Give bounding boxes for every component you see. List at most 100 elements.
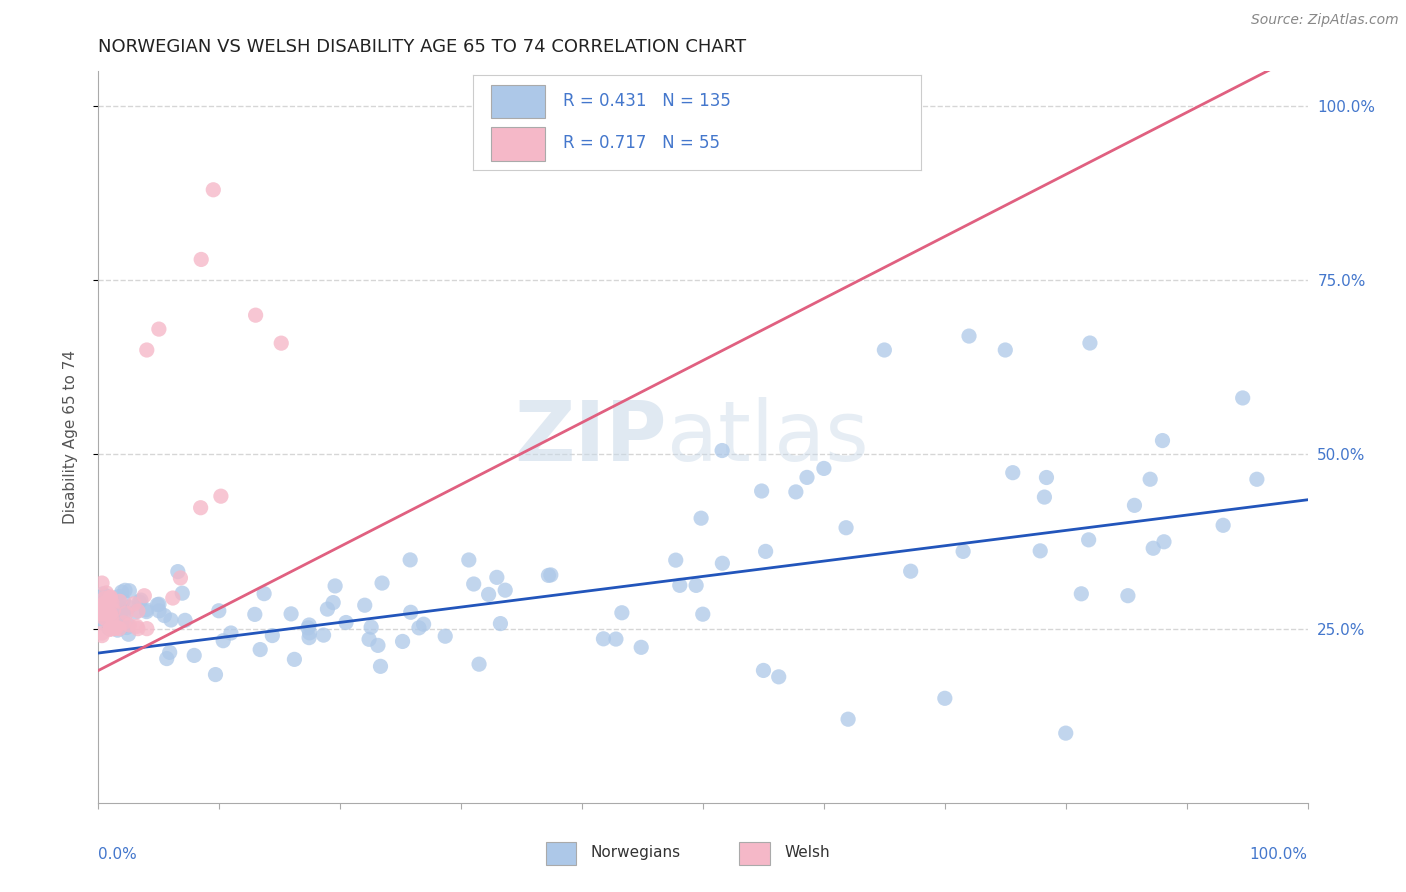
Point [101,600,124,615]
Point [112,615,135,630]
Point [94,589,117,603]
Point [468,657,491,672]
Point [91,594,114,608]
Point [107,623,129,637]
Point [110,608,132,623]
Text: ZIP: ZIP [515,397,666,477]
Point [610,606,633,620]
Point [94,597,117,611]
Point [117,627,139,641]
Point [100,609,122,624]
Point [412,617,434,632]
Point [160,613,183,627]
Point [125,605,148,619]
Text: 0.0%: 0.0% [98,847,138,862]
Point [125,619,148,633]
Point [359,632,381,647]
Point [100,622,122,636]
Point [91,591,114,605]
Point [668,578,690,592]
Point [115,606,138,620]
Point [148,604,170,618]
Point [1001,466,1024,480]
Point [114,583,136,598]
Point [1029,544,1052,558]
FancyBboxPatch shape [546,841,576,865]
Point [1078,336,1101,351]
Point [127,604,149,618]
Point [489,616,512,631]
Point [101,610,124,624]
Point [100,622,122,636]
Point [994,343,1017,357]
Point [135,343,157,357]
Point [1054,726,1077,740]
Point [122,597,145,611]
Point [1246,472,1268,486]
Point [153,608,176,623]
Point [105,612,128,626]
Point [97,595,120,609]
Point [934,691,956,706]
Point [91,600,114,615]
Point [605,632,627,646]
Point [98,607,121,621]
Point [957,329,980,343]
Point [796,470,818,484]
Point [298,618,321,632]
Point [353,598,375,612]
Point [118,618,141,632]
Point [204,667,226,681]
Point [108,594,131,608]
Point [100,602,122,616]
Point [1123,499,1146,513]
Point [408,621,430,635]
Point [711,443,734,458]
Point [146,598,169,612]
Point [755,544,778,558]
Point [91,603,114,617]
Point [837,712,859,726]
Text: Norwegians: Norwegians [591,845,681,860]
Point [183,648,205,663]
Point [94,595,117,609]
Point [111,602,134,616]
Point [209,489,232,503]
Point [785,484,807,499]
Point [298,626,321,640]
Text: atlas: atlas [666,397,869,477]
Point [208,604,231,618]
Point [159,645,181,659]
Point [243,607,266,622]
Point [245,308,267,322]
Point [172,586,194,600]
Point [93,591,115,606]
Point [91,612,114,626]
Point [148,322,170,336]
Point [592,632,614,646]
Text: NORWEGIAN VS WELSH DISABILITY AGE 65 TO 74 CORRELATION CHART: NORWEGIAN VS WELSH DISABILITY AGE 65 TO … [98,38,747,56]
Point [434,629,457,643]
Point [103,622,125,636]
Point [91,608,114,623]
Point [98,592,121,607]
Point [335,615,357,630]
Point [312,628,335,642]
Point [1116,589,1139,603]
Point [108,622,131,636]
Point [96,612,118,626]
Point [1139,472,1161,486]
Point [107,601,129,615]
Point [91,629,114,643]
Point [835,521,858,535]
Point [174,613,197,627]
Text: Welsh: Welsh [785,845,830,860]
Point [156,651,179,665]
Point [283,652,305,666]
Point [108,590,131,604]
Point [97,604,120,618]
Point [98,599,121,614]
Point [93,611,115,625]
Point [135,603,157,617]
Point [391,634,413,648]
